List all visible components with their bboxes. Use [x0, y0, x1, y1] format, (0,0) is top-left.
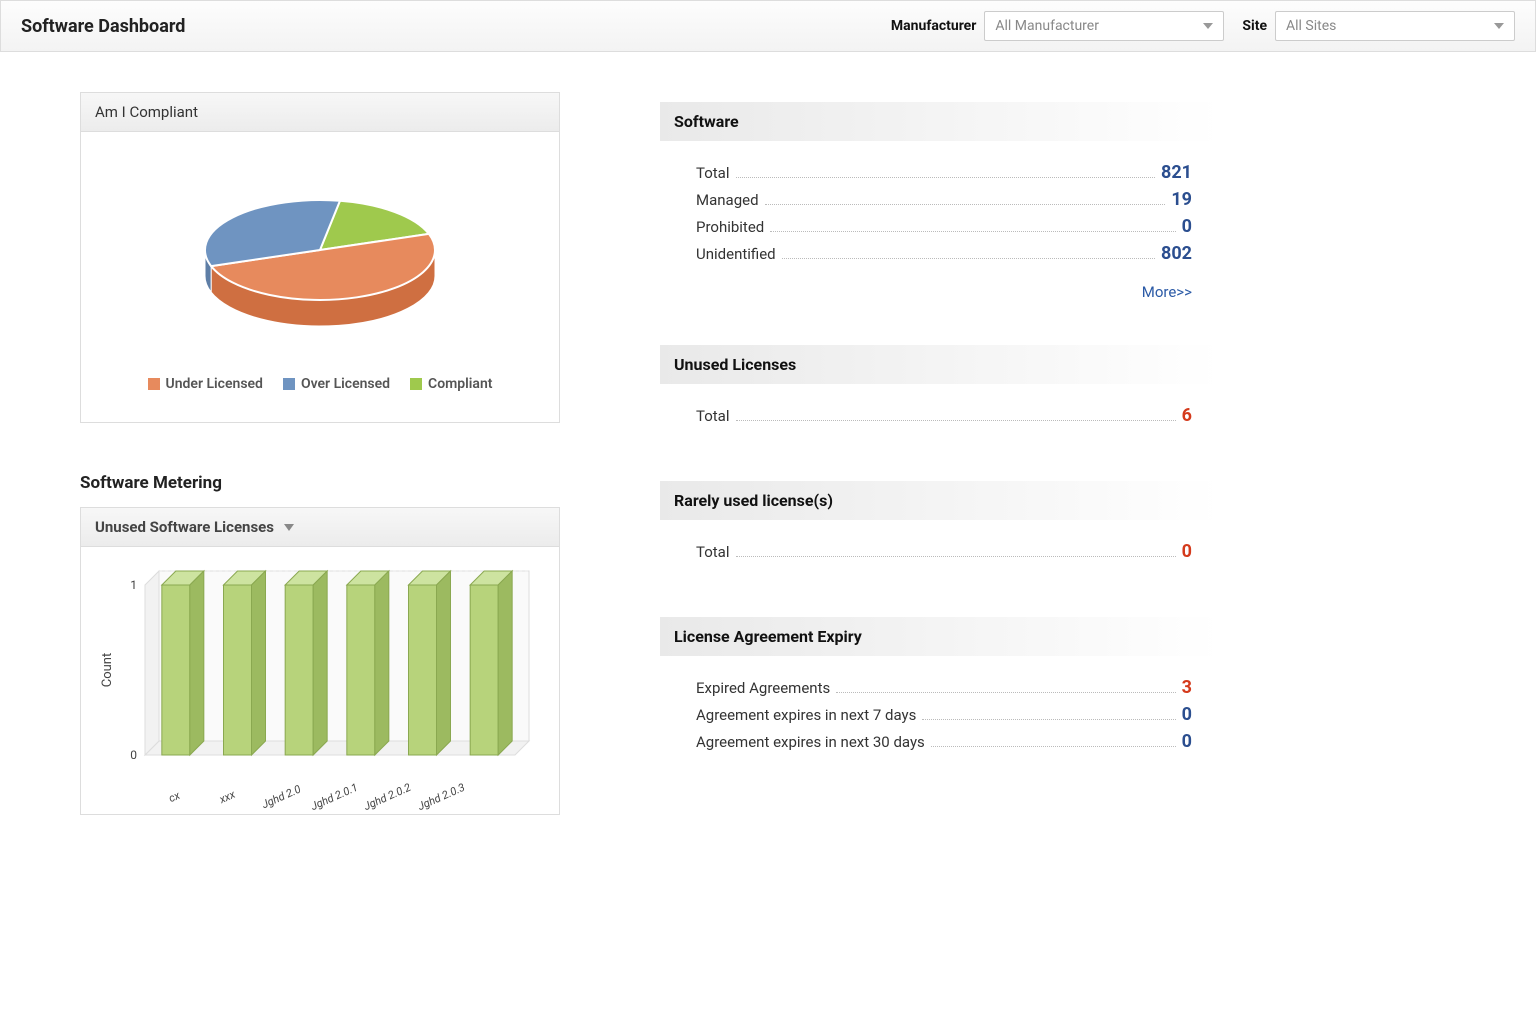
legend-swatch — [410, 378, 422, 390]
metering-section-title: Software Metering — [80, 473, 560, 493]
stat-value[interactable]: 6 — [1182, 405, 1192, 426]
stat-dots — [770, 231, 1175, 232]
software-panel-title: Software — [660, 102, 1220, 141]
expiry-panel: License Agreement Expiry Expired Agreeme… — [660, 617, 1220, 763]
stat-label: Total — [696, 164, 730, 182]
compliance-pie-chart — [95, 150, 545, 370]
svg-text:0: 0 — [130, 748, 137, 762]
legend-label: Over Licensed — [301, 376, 390, 392]
stat-row: Total 821 — [696, 159, 1192, 186]
stat-value[interactable]: 802 — [1161, 243, 1192, 264]
stat-label: Agreement expires in next 7 days — [696, 706, 916, 724]
software-more-link[interactable]: More>> — [1142, 283, 1192, 301]
stat-row: Prohibited 0 — [696, 213, 1192, 240]
legend-item: Under Licensed — [148, 376, 263, 392]
software-panel: Software Total 821 Managed 19 Prohibited 0 Uni… — [660, 102, 1220, 301]
page-title: Software Dashboard — [21, 16, 185, 37]
rarely-panel-title: Rarely used license(s) — [660, 481, 1220, 520]
stat-dots — [736, 556, 1176, 557]
bar-x-label: Jghd 2.0.1 — [307, 780, 361, 814]
compliance-card-title: Am I Compliant — [81, 93, 559, 132]
metering-bar-chart: 01Count cxxxxJghd 2.0Jghd 2.0.1Jghd 2.0.… — [81, 547, 559, 814]
compliance-card: Am I Compliant Under Licensed Over Licens… — [80, 92, 560, 423]
stat-value[interactable]: 19 — [1171, 189, 1192, 210]
right-column: Software Total 821 Managed 19 Prohibited 0 Uni… — [660, 92, 1220, 815]
stat-dots — [736, 177, 1156, 178]
bar-x-label: Jghd 2.0 — [254, 780, 308, 814]
legend-item: Over Licensed — [283, 376, 390, 392]
stat-value[interactable]: 3 — [1182, 677, 1192, 698]
unused-panel-title: Unused Licenses — [660, 345, 1220, 384]
metering-dropdown-label: Unused Software Licenses — [95, 518, 274, 536]
compliance-legend: Under Licensed Over Licensed Compliant — [95, 370, 545, 398]
stat-row: Expired Agreements 3 — [696, 674, 1192, 701]
stat-label: Unidentified — [696, 245, 776, 263]
stat-dots — [782, 258, 1155, 259]
legend-swatch — [283, 378, 295, 390]
chevron-down-icon — [1494, 23, 1504, 29]
software-more: More>> — [660, 275, 1220, 301]
stat-value[interactable]: 0 — [1182, 541, 1192, 562]
bar-x-label: Jghd 2.0.2 — [361, 780, 415, 814]
bar-x-label: cx — [147, 780, 201, 814]
left-column: Am I Compliant Under Licensed Over Licens… — [80, 92, 560, 815]
metering-dropdown[interactable]: Unused Software Licenses — [81, 508, 559, 547]
legend-label: Compliant — [428, 376, 492, 392]
legend-label: Under Licensed — [166, 376, 263, 392]
legend-item: Compliant — [410, 376, 492, 392]
site-label: Site — [1242, 18, 1267, 34]
compliance-card-body: Under Licensed Over Licensed Compliant — [81, 132, 559, 422]
rarely-panel: Rarely used license(s) Total 0 — [660, 481, 1220, 573]
stat-dots — [836, 692, 1175, 693]
stat-value[interactable]: 0 — [1182, 216, 1192, 237]
site-select-value: All Sites — [1286, 18, 1336, 34]
stat-dots — [736, 420, 1176, 421]
dashboard-header: Software Dashboard Manufacturer All Manu… — [0, 0, 1536, 52]
bar-x-label: xxx — [201, 780, 255, 814]
stat-dots — [931, 746, 1176, 747]
bar-x-label: Jghd 2.0.3 — [414, 780, 468, 814]
filter-site: Site All Sites — [1242, 11, 1515, 41]
unused-panel: Unused Licenses Total 6 — [660, 345, 1220, 437]
site-select[interactable]: All Sites — [1275, 11, 1515, 41]
stat-row: Total 0 — [696, 538, 1192, 565]
stat-value[interactable]: 0 — [1182, 704, 1192, 725]
stat-row: Agreement expires in next 7 days 0 — [696, 701, 1192, 728]
legend-swatch — [148, 378, 160, 390]
manufacturer-select[interactable]: All Manufacturer — [984, 11, 1224, 41]
stat-dots — [922, 719, 1175, 720]
stat-row: Unidentified 802 — [696, 240, 1192, 267]
stat-row: Agreement expires in next 30 days 0 — [696, 728, 1192, 755]
manufacturer-label: Manufacturer — [891, 18, 977, 34]
expiry-panel-title: License Agreement Expiry — [660, 617, 1220, 656]
stat-label: Managed — [696, 191, 759, 209]
stat-label: Expired Agreements — [696, 679, 830, 697]
chevron-down-icon — [284, 524, 294, 531]
chevron-down-icon — [1203, 23, 1213, 29]
filter-manufacturer: Manufacturer All Manufacturer — [891, 11, 1225, 41]
svg-text:1: 1 — [130, 578, 137, 592]
stat-value[interactable]: 0 — [1182, 731, 1192, 752]
stat-label: Total — [696, 543, 730, 561]
svg-text:Count: Count — [100, 653, 115, 687]
stat-row: Managed 19 — [696, 186, 1192, 213]
stat-label: Agreement expires in next 30 days — [696, 733, 925, 751]
manufacturer-select-value: All Manufacturer — [995, 18, 1099, 34]
stat-label: Total — [696, 407, 730, 425]
stat-value[interactable]: 821 — [1161, 162, 1192, 183]
dashboard-content: Am I Compliant Under Licensed Over Licens… — [0, 52, 1536, 875]
metering-card: Unused Software Licenses 01Count cxxxxJg… — [80, 507, 560, 815]
stat-label: Prohibited — [696, 218, 764, 236]
stat-row: Total 6 — [696, 402, 1192, 429]
stat-dots — [765, 204, 1166, 205]
